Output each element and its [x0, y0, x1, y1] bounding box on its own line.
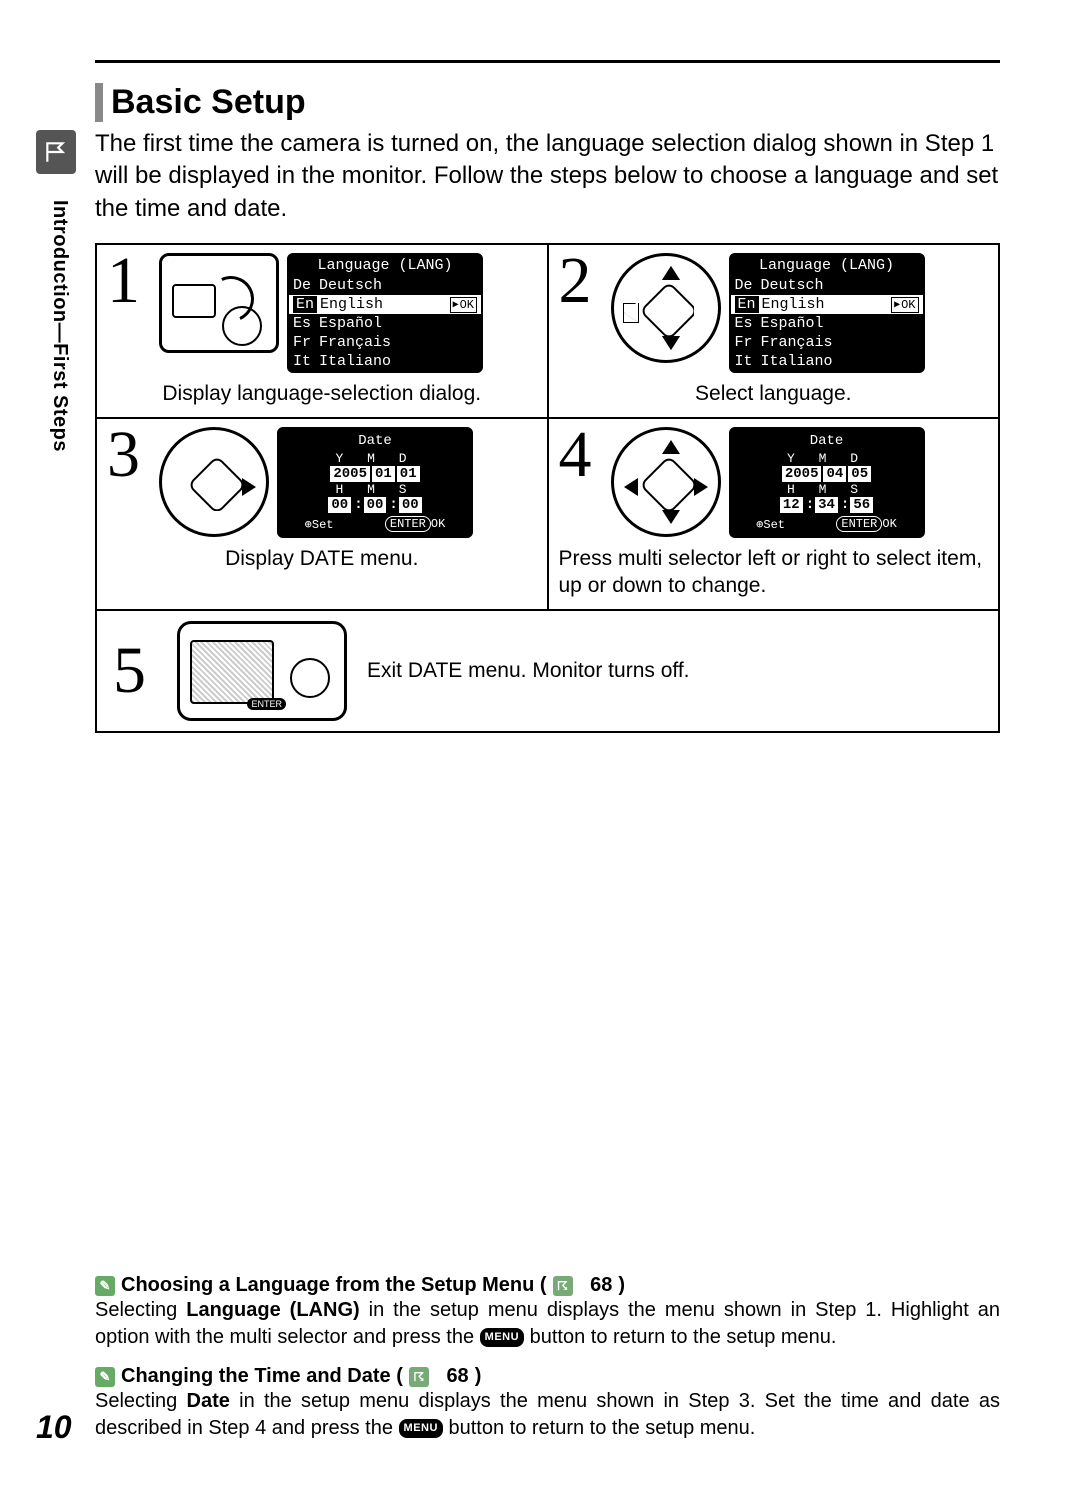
- top-rule: [95, 60, 1000, 63]
- step-5-number: 5: [113, 643, 153, 699]
- step-5-caption: Exit DATE menu. Monitor turns off.: [367, 659, 982, 683]
- step-4: 4 Date Y M D 20050405 H M S 12:34:: [548, 418, 1000, 610]
- ok-indicator: OK: [450, 297, 477, 313]
- page-title: Basic Setup: [95, 83, 1000, 122]
- rotate-arrow-icon: [202, 270, 261, 329]
- tip-icon: ✎: [95, 1367, 115, 1387]
- language-menu-screen: Language (LANG) DeDeutsch EnEnglishOK Es…: [287, 253, 483, 373]
- step-3-number: 3: [107, 427, 147, 483]
- step-1-caption: Display language-selection dialog.: [107, 381, 537, 407]
- lang-row-es: EsEspañol: [289, 314, 481, 333]
- step-1: 1 Language (LANG) DeDeutsch EnEnglishOK …: [96, 244, 548, 418]
- menu-button-icon: MENU: [399, 1419, 443, 1438]
- lang-row-fr: FrFrançais: [289, 333, 481, 352]
- note-1-body: Selecting Language (LANG) in the setup m…: [95, 1297, 1000, 1351]
- lang-row-en: EnEnglishOK: [289, 295, 481, 314]
- multi-selector-icon: [611, 427, 721, 537]
- tip-icon: ✎: [95, 1276, 115, 1296]
- flag-icon: [43, 139, 69, 165]
- note-1-title: ✎ Choosing a Language from the Setup Men…: [95, 1274, 1000, 1297]
- step-4-number: 4: [559, 427, 599, 483]
- page-ref-icon: ☈: [553, 1276, 573, 1296]
- lang-row-it: ItItaliano: [289, 352, 481, 371]
- step-4-caption: Press multi selector left or right to se…: [559, 546, 989, 599]
- date-menu-screen: Date Y M D 20050101 H M S 00:00:00 ⊕Set …: [277, 427, 473, 538]
- page-number: 10: [36, 1409, 72, 1446]
- intro-text: The first time the camera is turned on, …: [95, 128, 1000, 225]
- section-tab-icon: [36, 130, 76, 174]
- menu-button-icon: MENU: [480, 1328, 524, 1347]
- step-1-number: 1: [107, 253, 147, 309]
- step-2-caption: Select language.: [559, 381, 989, 407]
- page-ref-icon: ☈: [409, 1367, 429, 1387]
- step-2: 2 Language (LANG) DeDeutsch: [548, 244, 1000, 418]
- step-2-number: 2: [559, 253, 599, 309]
- section-vertical-label: Introduction—First Steps: [48, 200, 71, 452]
- notes-section: ✎ Choosing a Language from the Setup Men…: [95, 1266, 1000, 1442]
- step-3: 3 Date Y M D: [96, 418, 548, 610]
- multi-selector-icon: [611, 253, 721, 363]
- camera-illustration: [159, 253, 279, 353]
- step-5: 5 ENTER Exit DATE menu. Monitor turns of…: [96, 610, 999, 732]
- step-3-caption: Display DATE menu.: [107, 546, 537, 572]
- enter-label: ENTER: [247, 698, 286, 710]
- note-2-title: ✎ Changing the Time and Date (☈ 68): [95, 1365, 1000, 1388]
- note-2-body: Selecting Date in the setup menu display…: [95, 1388, 1000, 1442]
- lcd-title: Language (LANG): [289, 255, 481, 276]
- camera-back-illustration: ENTER: [177, 621, 347, 721]
- multi-selector-icon: [159, 427, 269, 537]
- lang-row-de: DeDeutsch: [289, 276, 481, 295]
- language-menu-screen: Language (LANG) DeDeutsch EnEnglishOK Es…: [729, 253, 925, 373]
- date-menu-screen: Date Y M D 20050405 H M S 12:34:56 ⊕Set …: [729, 427, 925, 538]
- steps-grid: 1 Language (LANG) DeDeutsch EnEnglishOK …: [95, 243, 1000, 733]
